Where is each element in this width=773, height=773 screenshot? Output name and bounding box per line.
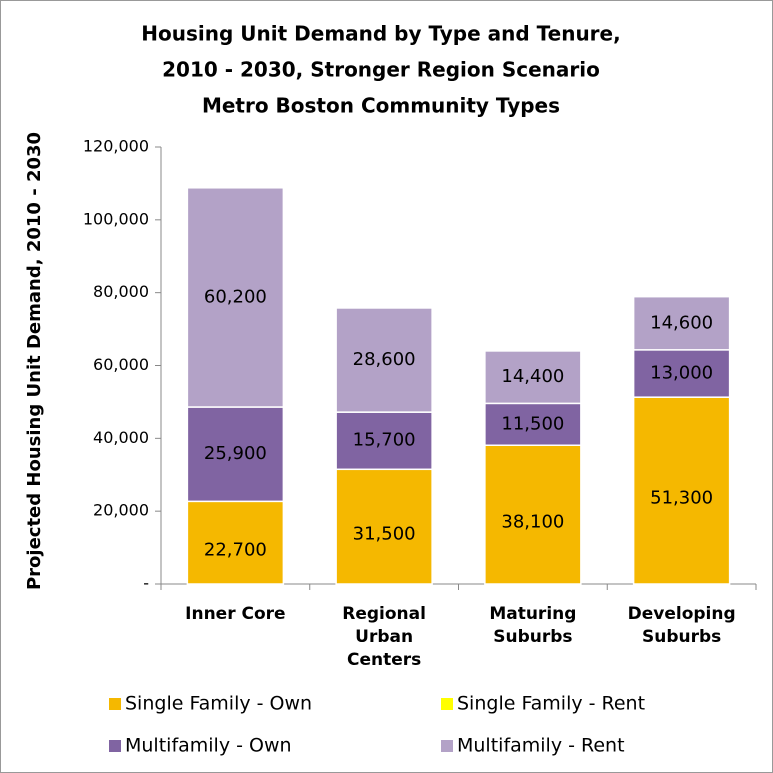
value-label: 14,600 (650, 312, 713, 333)
value-label: 22,700 (204, 540, 267, 561)
x-tick-label: Regional Urban Centers (342, 604, 426, 670)
bar-segment (186, 187, 285, 408)
value-label: 28,600 (353, 349, 416, 370)
value-label: 15,700 (353, 430, 416, 451)
x-tick-label: Inner Core (185, 604, 286, 624)
bar-segment (632, 295, 731, 351)
chart-title: Metro Boston Community Types (202, 94, 560, 118)
y-tick-label: 60,000 (93, 355, 149, 374)
legend-swatch (441, 740, 453, 752)
value-label: 38,100 (501, 512, 564, 533)
legend-label: Single Family - Own (125, 693, 312, 715)
bar-segment (632, 396, 731, 585)
bar-segment (484, 350, 582, 405)
y-tick-label: 80,000 (93, 282, 149, 301)
value-label: 25,900 (204, 443, 267, 464)
legend-label: Single Family - Rent (457, 693, 645, 715)
bar-segment (484, 402, 582, 447)
y-axis-label: Projected Housing Unit Demand, 2010 - 20… (24, 132, 45, 590)
chart-title: Housing Unit Demand by Type and Tenure, (141, 22, 620, 46)
bar-segment (484, 444, 582, 585)
value-label: 31,500 (353, 524, 416, 545)
value-label: 13,000 (650, 363, 713, 384)
y-tick-label: 40,000 (93, 428, 149, 447)
x-tick-label: Maturing Suburbs (489, 604, 577, 647)
legend-swatch (109, 740, 121, 752)
y-tick-label: 20,000 (93, 501, 149, 520)
y-tick-label: 120,000 (83, 137, 149, 156)
value-label: 14,400 (501, 366, 564, 387)
legend-swatch (109, 698, 121, 710)
legend-label: Multifamily - Own (125, 735, 292, 757)
bar-segment (632, 349, 731, 398)
legend-swatch (441, 698, 453, 710)
y-tick-label: - (143, 574, 149, 593)
value-label: 51,300 (650, 488, 713, 509)
bar-segment (335, 411, 433, 471)
legend-label: Multifamily - Rent (457, 735, 625, 757)
bar-segment (335, 468, 433, 585)
value-label: 11,500 (501, 413, 564, 434)
chart-title: 2010 - 2030, Stronger Region Scenario (162, 58, 600, 82)
bar-segment (335, 307, 433, 413)
x-tick-label: Developing Suburbs (627, 604, 736, 647)
value-label: 60,200 (204, 286, 267, 307)
y-tick-label: 100,000 (83, 209, 149, 228)
